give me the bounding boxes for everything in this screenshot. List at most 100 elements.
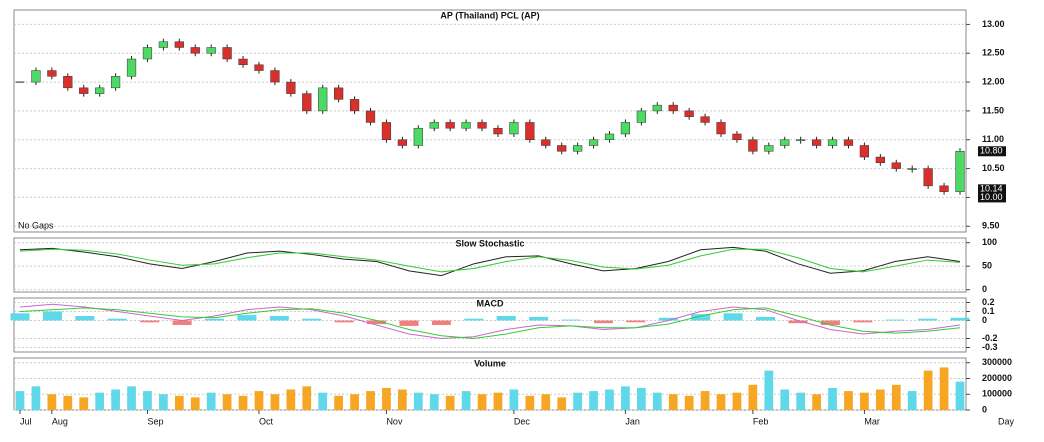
- volume-bar: [716, 394, 726, 410]
- volume-bar: [445, 395, 455, 410]
- panel-frame: [13, 9, 967, 233]
- volume-bar: [206, 392, 216, 410]
- price-label-box: [978, 184, 1006, 195]
- candle: [843, 139, 854, 146]
- volume-bar: [668, 394, 678, 410]
- volume-bar: [748, 384, 758, 410]
- candle: [174, 41, 184, 48]
- volume-bar: [493, 392, 503, 410]
- candle: [620, 122, 631, 135]
- volume-bar: [477, 394, 487, 410]
- macd-bar: [431, 320, 451, 325]
- candle: [461, 122, 471, 129]
- volume-bar: [190, 397, 200, 410]
- volume-bar: [222, 394, 232, 410]
- volume-bar: [812, 394, 821, 410]
- candle: [684, 110, 694, 117]
- panel-title: Volume: [474, 358, 506, 368]
- volume-bar: [111, 389, 120, 410]
- candle: [334, 87, 344, 100]
- macd-bar: [269, 316, 289, 321]
- candle: [63, 76, 73, 89]
- y-tick-label: 11.50: [982, 105, 1004, 115]
- macd-bar: [755, 316, 776, 321]
- panel-frame: [13, 297, 967, 353]
- candle: [891, 162, 901, 169]
- x-tick-label: Oct: [259, 416, 274, 426]
- x-tick-label: Jan: [625, 416, 640, 426]
- macd-bar: [107, 318, 127, 321]
- volume-bar: [318, 392, 328, 410]
- y-tick-label: 100000: [982, 389, 1012, 399]
- macd-bar: [950, 317, 970, 321]
- volume-bar: [286, 389, 296, 410]
- macd-bar: [885, 319, 905, 321]
- volume-bar: [382, 387, 391, 410]
- candle: [397, 139, 407, 146]
- macd-bar: [561, 319, 581, 321]
- candle: [47, 70, 57, 77]
- macd-bar: [691, 314, 711, 321]
- y-tick-label: 12.00: [982, 76, 1005, 86]
- candle: [811, 139, 822, 146]
- volume-bar: [955, 381, 965, 410]
- macd-bar: [788, 320, 808, 324]
- volume-bar: [780, 389, 790, 410]
- volume-bar: [254, 391, 264, 410]
- candle: [668, 104, 678, 112]
- candle: [923, 168, 933, 187]
- volume-bar: [605, 389, 614, 410]
- macd-bar: [723, 313, 743, 321]
- y-tick-label: 12.50: [982, 48, 1005, 58]
- candle: [493, 127, 503, 135]
- volume-bar: [796, 392, 806, 410]
- volume-bar: [79, 397, 89, 410]
- x-tick-label: Aug: [52, 416, 68, 426]
- macd-bar: [918, 318, 938, 321]
- candle: [939, 185, 949, 192]
- volume-bar: [891, 384, 901, 410]
- volume-bar: [939, 367, 949, 410]
- panel-frame: [13, 237, 967, 293]
- y-tick-label: 0: [982, 284, 987, 294]
- candle: [955, 151, 965, 192]
- volume-bar: [764, 370, 774, 410]
- x-axis-label: Day: [998, 416, 1015, 426]
- volume-bar: [63, 395, 73, 410]
- volume-bar: [860, 392, 869, 410]
- candle: [158, 41, 169, 48]
- candle: [238, 58, 248, 66]
- macd-bar: [237, 315, 257, 321]
- macd-bar: [529, 316, 549, 321]
- volume-bar: [350, 394, 359, 410]
- macd-bar: [334, 320, 354, 323]
- candle: [429, 122, 439, 129]
- price-label: 10.14: [980, 184, 1003, 194]
- volume-bar: [509, 389, 519, 410]
- candle: [652, 104, 662, 112]
- x-tick-label: Sep: [147, 416, 163, 426]
- y-tick-label: 50: [982, 261, 992, 271]
- candle: [365, 110, 376, 123]
- candle: [764, 145, 774, 152]
- panel-title: AP (Thailand) PCL (AP): [440, 10, 539, 20]
- volume-bar: [652, 392, 662, 410]
- candle: [477, 122, 487, 129]
- candle: [95, 87, 105, 94]
- macd-bar: [140, 320, 160, 323]
- y-tick-label: 100: [982, 237, 997, 247]
- macd-bar: [367, 320, 387, 325]
- volume-bar: [159, 394, 168, 410]
- indicator-line: [19, 248, 961, 273]
- candle: [190, 47, 200, 54]
- x-tick-label: Nov: [386, 416, 403, 426]
- candle: [31, 70, 41, 83]
- candle: [302, 93, 312, 112]
- candle: [413, 127, 423, 146]
- macd-bar: [626, 320, 646, 323]
- macd-bar: [399, 320, 419, 326]
- candle: [222, 47, 232, 60]
- macd-bar: [172, 320, 192, 325]
